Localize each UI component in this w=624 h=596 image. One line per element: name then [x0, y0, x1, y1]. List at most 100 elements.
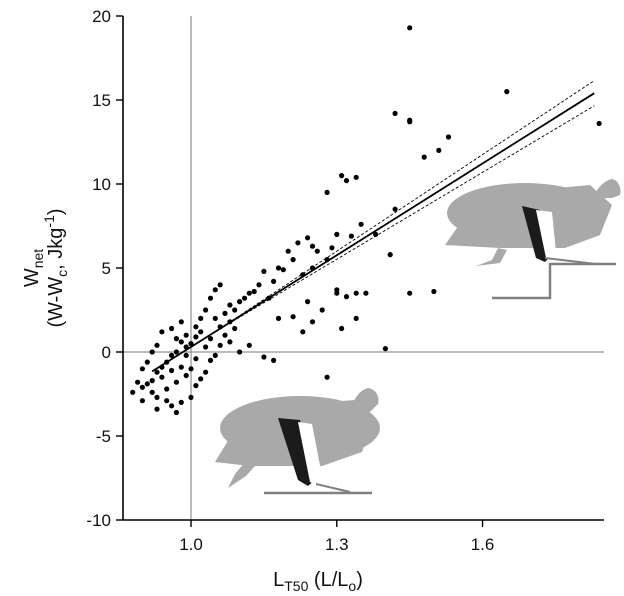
data-point	[596, 120, 602, 127]
data-point	[309, 319, 316, 325]
data-point	[353, 290, 359, 296]
data-point	[139, 384, 145, 390]
data-point	[339, 173, 345, 179]
data-point	[154, 394, 160, 400]
data-point	[275, 265, 282, 271]
data-point	[193, 324, 199, 330]
y-tick-label: -10	[86, 511, 111, 530]
y-axis-label-main: W	[21, 268, 43, 287]
data-point	[169, 367, 175, 374]
reference-lines	[123, 16, 604, 520]
y-tick-label: 10	[92, 175, 111, 194]
data-point	[178, 319, 184, 325]
data-point	[407, 290, 413, 296]
data-point	[392, 206, 398, 212]
data-point	[173, 349, 179, 355]
data-point	[280, 267, 286, 273]
data-point	[149, 378, 155, 384]
data-point	[232, 325, 238, 332]
data-point	[139, 398, 145, 404]
y-axis-title: Wnet	[21, 249, 46, 287]
data-point	[198, 329, 204, 335]
data-point	[227, 339, 233, 345]
data-point	[387, 252, 393, 258]
data-point	[324, 374, 330, 380]
data-point	[285, 248, 291, 254]
y-axis-line2-rest: , Jkg	[45, 228, 67, 270]
data-point	[343, 178, 350, 184]
confidence-line-lower	[215, 105, 595, 333]
data-point	[232, 307, 238, 313]
data-point	[353, 174, 359, 180]
figures-layer	[215, 179, 621, 495]
data-point	[271, 357, 277, 363]
data-point	[188, 366, 194, 372]
data-point	[159, 329, 165, 335]
bird-illustration-upper	[445, 179, 621, 300]
data-point	[154, 342, 160, 348]
data-point	[164, 398, 170, 404]
data-point	[178, 399, 184, 405]
data-point	[193, 334, 199, 340]
data-point	[149, 389, 155, 395]
y-axis-line2-main: (W-W	[45, 277, 67, 328]
data-point	[212, 287, 218, 293]
data-point	[198, 376, 204, 382]
x-tick-label: 1.3	[325, 535, 349, 554]
x-axis-label-close: )	[356, 569, 363, 591]
data-point	[149, 349, 155, 355]
data-point	[382, 346, 388, 352]
data-point	[275, 315, 282, 321]
data-point	[203, 369, 209, 375]
data-point	[319, 307, 325, 313]
data-point	[203, 344, 209, 350]
x-axis-label-sub2: o	[348, 578, 356, 594]
data-point	[130, 389, 136, 395]
data-point	[178, 364, 184, 370]
data-point	[339, 325, 345, 332]
axes: -10 -5 0 5 10 15 20 1.0 1.3 1.6	[86, 7, 604, 554]
y-tick-label: 20	[92, 7, 111, 26]
data-point	[314, 248, 320, 254]
data-point	[178, 339, 184, 345]
data-point	[154, 369, 160, 375]
y-axis-title-line2: (W-Wc, Jkg-1)	[41, 208, 70, 327]
data-point	[169, 403, 175, 409]
regression-lines	[151, 80, 595, 373]
data-point	[324, 189, 330, 195]
data-point	[144, 381, 150, 387]
x-tick-label: 1.0	[179, 535, 203, 554]
data-point	[421, 154, 427, 160]
data-point	[222, 332, 228, 338]
data-point	[445, 134, 452, 140]
data-point	[203, 307, 209, 313]
data-point	[159, 374, 165, 380]
data-point	[198, 315, 204, 321]
data-point	[407, 25, 413, 31]
data-point	[217, 282, 223, 288]
data-point	[193, 383, 199, 389]
data-point	[348, 233, 354, 239]
data-point	[207, 295, 214, 301]
data-point	[305, 235, 311, 241]
data-point	[329, 245, 335, 251]
data-point	[363, 290, 369, 296]
data-point	[217, 342, 223, 348]
data-point	[183, 352, 189, 358]
x-axis-title: LT50 (L/Lo)	[273, 569, 363, 594]
x-axis-label-rest: (L/L	[308, 569, 348, 591]
data-point	[241, 295, 248, 301]
data-point	[188, 394, 194, 400]
data-point	[222, 310, 228, 316]
y-tick-label: 5	[102, 259, 111, 278]
data-point	[261, 268, 267, 274]
confidence-line-upper	[215, 80, 595, 333]
data-point	[407, 117, 413, 123]
data-point	[392, 110, 398, 116]
bird-illustration-lower	[215, 388, 380, 495]
data-point	[237, 299, 243, 305]
data-point	[193, 356, 199, 362]
y-tick-label: 0	[102, 343, 111, 362]
y-tick-label: -5	[96, 427, 111, 446]
data-point	[309, 243, 316, 249]
